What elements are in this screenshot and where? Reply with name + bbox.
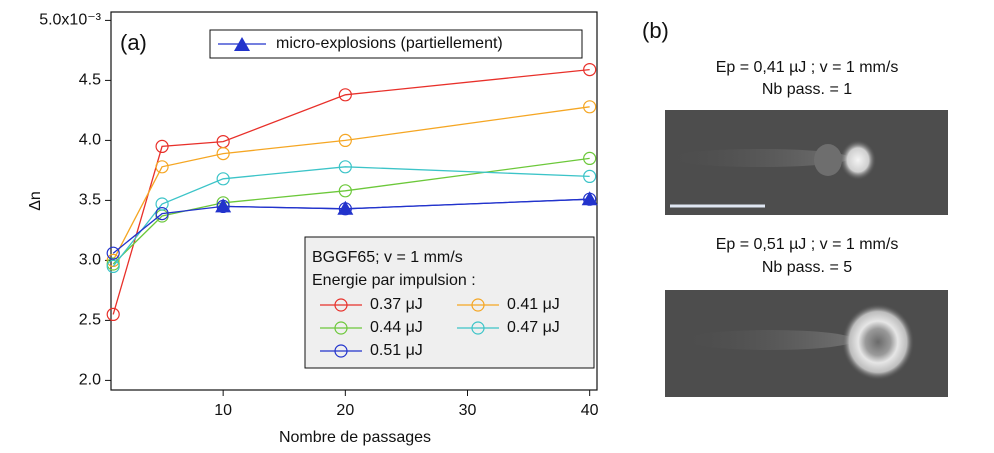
caption: Nb pass. = 1 — [762, 81, 852, 98]
marker — [338, 133, 352, 147]
caption: Ep = 0,41 µJ ; v = 1 mm/s — [716, 59, 899, 76]
marker — [216, 147, 230, 161]
series-line — [223, 198, 590, 210]
legend-label: micro-explosions (partiellement) — [276, 35, 503, 52]
marker — [216, 172, 230, 186]
marker — [471, 321, 485, 335]
y-tick-label: 4.5 — [79, 72, 101, 89]
marker — [583, 169, 597, 183]
marker — [155, 160, 169, 174]
marker — [334, 321, 348, 335]
panel-label: (b) — [642, 18, 669, 43]
marker — [334, 344, 348, 358]
legend-box — [209, 29, 583, 59]
y-tick-label: 2.5 — [79, 312, 101, 329]
legend-title: Energie par impulsion : — [312, 272, 476, 289]
marker — [338, 184, 352, 198]
y-axis-label: Δn — [27, 191, 44, 211]
marker — [215, 198, 232, 213]
y-tick-label: 4.0 — [79, 132, 101, 149]
series-line — [112, 68, 590, 315]
marker — [106, 307, 120, 321]
marker — [583, 151, 597, 165]
legend: BGGF65; v = 1 mm/s Energie par impulsion … — [304, 236, 595, 369]
marker — [581, 191, 598, 206]
marker — [155, 207, 169, 221]
plot-frame — [110, 11, 598, 391]
legend-label: 0.44 μJ — [370, 319, 423, 336]
x-tick-label: 30 — [459, 402, 477, 419]
caption: Nb pass. = 5 — [762, 259, 852, 276]
legend-label: 0.37 μJ — [370, 296, 423, 313]
marker — [583, 100, 597, 114]
series-line — [112, 106, 590, 261]
legend-label: 0.41 μJ — [507, 296, 560, 313]
x-tick-label: 40 — [581, 402, 599, 419]
plot: 2.0 2.5 3.0 3.5 4.0 4.5 5.0x10⁻³ 10 20 30 40 micro-… — [39, 11, 599, 419]
legend-title: BGGF65; v = 1 mm/s — [312, 249, 463, 266]
x-tick-label: 10 — [214, 402, 232, 419]
x-tick-label: 20 — [336, 402, 354, 419]
marker — [338, 160, 352, 174]
marker — [471, 298, 485, 312]
panel-label: (a) — [120, 30, 147, 55]
legend-box — [304, 236, 595, 369]
micrograph — [665, 110, 948, 215]
series-line — [112, 166, 590, 267]
legend: micro-explosions (partiellement) — [209, 29, 583, 59]
x-axis-label: Nombre de passages — [279, 429, 431, 446]
marker — [583, 62, 597, 77]
marker — [337, 200, 354, 215]
marker — [234, 37, 250, 51]
marker — [106, 259, 120, 273]
y-tick-label: 5.0x10⁻³ — [39, 12, 101, 29]
micrograph — [665, 290, 948, 397]
y-tick-label: 3.5 — [79, 192, 101, 209]
marker — [334, 298, 348, 312]
legend-label: 0.47 μJ — [507, 319, 560, 336]
y-tick-label: 2.0 — [79, 372, 101, 389]
y-tick-label: 3.0 — [79, 252, 101, 269]
legend-label: 0.51 μJ — [370, 342, 423, 359]
marker — [155, 139, 169, 153]
marker — [106, 246, 120, 260]
caption: Ep = 0,51 µJ ; v = 1 mm/s — [716, 236, 899, 253]
marker — [155, 197, 169, 211]
marker — [338, 88, 352, 102]
